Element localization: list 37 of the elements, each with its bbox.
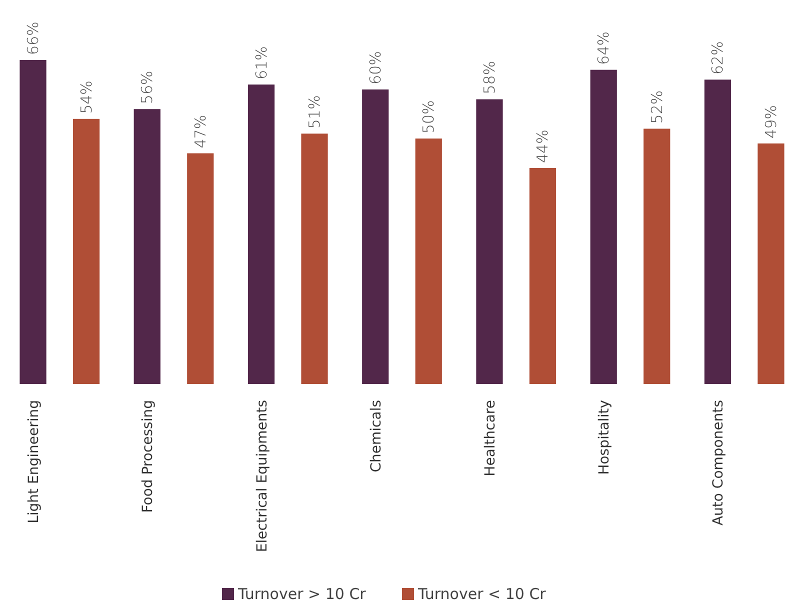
bar — [134, 109, 160, 384]
bar — [476, 99, 503, 384]
x-tick-label: Hospitality — [596, 400, 613, 475]
data-label: 50% — [420, 100, 438, 134]
data-label: 61% — [252, 46, 270, 80]
data-label: 44% — [534, 130, 552, 163]
x-tick-label: Healthcare — [482, 400, 498, 476]
legend-label: Turnover < 10 Cr — [417, 585, 547, 603]
data-label: 54% — [77, 80, 96, 114]
bar — [644, 128, 670, 384]
bar — [362, 89, 389, 384]
x-tick-label: Electrical Equipments — [254, 400, 270, 552]
legend-label: Turnover > 10 Cr — [237, 585, 367, 603]
data-label: 58% — [480, 60, 498, 94]
x-tick-label: Light Engineering — [26, 400, 42, 524]
bar — [72, 118, 100, 384]
x-tick-label: Chemicals — [368, 400, 384, 472]
data-label: 64% — [594, 31, 613, 65]
x-tick-label: Food Processing — [140, 400, 156, 513]
data-label: 60% — [366, 51, 384, 84]
bar — [20, 60, 46, 384]
bar — [248, 84, 275, 384]
x-tick-label: Auto Components — [710, 400, 727, 526]
bar — [187, 153, 214, 384]
bar — [415, 138, 442, 384]
bar — [529, 168, 556, 384]
bar — [301, 134, 328, 384]
data-label: 66% — [24, 22, 42, 55]
bar — [758, 143, 784, 384]
data-label: 56% — [138, 70, 156, 104]
bar — [590, 70, 617, 384]
data-label: 49% — [762, 105, 780, 138]
data-label: 47% — [191, 114, 210, 148]
data-label: 52% — [648, 90, 666, 124]
bar — [704, 80, 732, 384]
data-label: 62% — [708, 41, 727, 75]
data-label: 51% — [306, 95, 324, 129]
